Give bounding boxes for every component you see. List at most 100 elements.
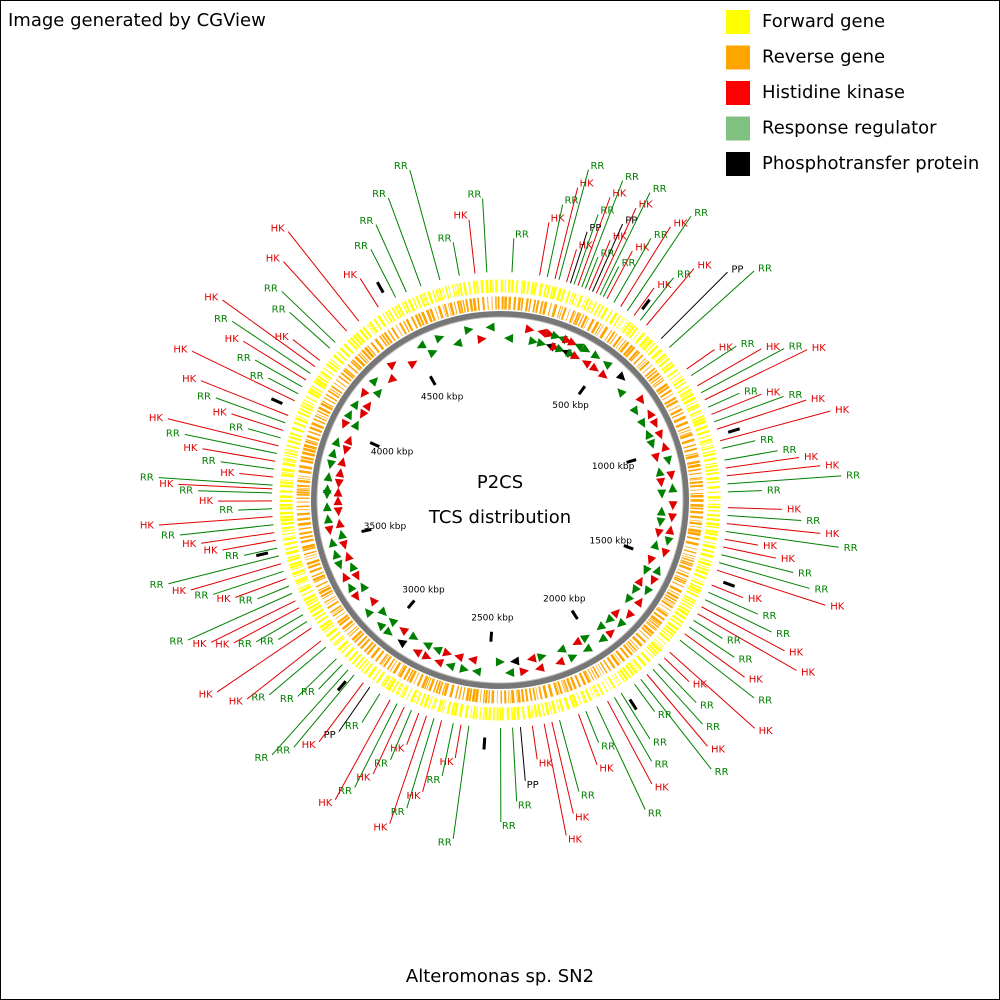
feature-label: HK (719, 342, 734, 353)
feature-label: HK (302, 740, 317, 751)
feature-line (231, 320, 311, 374)
feature-label: HK (551, 213, 566, 224)
feature-glyph (598, 633, 609, 643)
tick-mark (623, 544, 634, 551)
feature-glyph (504, 334, 514, 343)
feature-glyph (605, 613, 615, 624)
feature-glyph (349, 400, 359, 411)
tick-mark (429, 375, 437, 386)
feature-label: RR (783, 445, 797, 456)
feature-glyph (387, 373, 398, 384)
feature-glyph (360, 387, 370, 398)
feature-label: HK (213, 408, 228, 419)
feature-label: RR (844, 543, 858, 554)
feature-glyph (625, 593, 635, 604)
feature-glyph (656, 477, 666, 488)
feature-label: RR (601, 741, 615, 752)
tick-mark (489, 631, 494, 642)
feature-label: HK (698, 260, 713, 271)
feature-line (281, 290, 336, 343)
backbone (311, 311, 689, 689)
legend-label: Forward gene (762, 11, 885, 32)
feature-label: RR (654, 230, 668, 241)
feature-label: HK (759, 726, 774, 737)
feature-label: HK (220, 468, 235, 479)
tick-label: 3000 kbp (402, 585, 445, 595)
feature-label: RR (239, 595, 253, 606)
feature-line (201, 532, 275, 544)
feature-label: RR (194, 591, 208, 602)
feature-line (573, 214, 599, 285)
feature-line (468, 219, 476, 274)
feature-line (233, 607, 300, 644)
feature-glyph (342, 444, 352, 455)
tick-mark (570, 609, 579, 620)
feature-line (387, 197, 422, 287)
feature-line (271, 669, 349, 756)
feature-glyph (519, 667, 529, 677)
feature-line (283, 261, 348, 332)
feature-label: HK (748, 594, 763, 605)
feature-line (719, 562, 810, 589)
feature-line (551, 721, 574, 814)
feature-line (268, 646, 327, 696)
feature-glyph (615, 371, 626, 381)
feature-label: HK (766, 342, 781, 353)
feature-glyph (453, 338, 463, 347)
feature-label: HK (763, 541, 778, 552)
feature-glyph (661, 442, 671, 452)
feature-line (602, 266, 620, 298)
title: Image generated by CGView (8, 10, 266, 31)
feature-label: RR (272, 305, 286, 316)
backbone-inner (316, 316, 684, 684)
feature-label: RR (197, 392, 211, 403)
feature-label: RR (648, 808, 662, 819)
feature-line (389, 715, 427, 824)
feature-glyph (333, 496, 343, 506)
feature-glyph (579, 634, 590, 644)
feature-label: HK (612, 189, 627, 200)
feature-label: RR (760, 435, 774, 446)
tick-mark (255, 551, 269, 558)
feature-line (222, 539, 276, 551)
feature-glyph (364, 608, 375, 618)
feature-label: RR (727, 636, 741, 647)
feature-glyph (399, 627, 410, 636)
feature-line (390, 709, 412, 761)
feature-label: HK (343, 270, 358, 281)
feature-glyph (597, 369, 608, 379)
feature-line (212, 570, 284, 595)
feature-line (292, 339, 321, 361)
feature-glyph (605, 629, 615, 639)
tick-label: 1000 kbp (592, 462, 635, 472)
feature-glyph (382, 626, 393, 636)
feature-label: HK (373, 823, 388, 834)
feature-line (595, 207, 637, 294)
feature-label: RR (515, 229, 529, 240)
feature-glyph (442, 647, 452, 657)
feature-glyph (485, 322, 495, 332)
feature-label: RR (219, 505, 233, 516)
feature-glyph (416, 340, 427, 349)
feature-glyph (663, 455, 672, 466)
feature-glyph (567, 654, 578, 663)
feature-line (697, 348, 762, 387)
feature-label: RR (715, 767, 729, 778)
feature-line (254, 359, 303, 388)
feature-line (725, 457, 800, 469)
forward-gene-ring (279, 279, 721, 721)
feature-line (158, 477, 273, 486)
feature-line (716, 569, 826, 606)
tick-label: 2000 kbp (543, 594, 586, 604)
feature-label: RR (581, 790, 595, 801)
feature-label: RR (179, 486, 193, 497)
feature-line (558, 169, 589, 280)
feature-label: HK (613, 232, 628, 243)
feature-glyph (434, 659, 445, 668)
feature-line (613, 696, 652, 762)
feature-glyph (412, 649, 423, 658)
feature-line (727, 507, 782, 510)
feature-glyph (527, 653, 537, 663)
feature-glyph (359, 408, 369, 419)
